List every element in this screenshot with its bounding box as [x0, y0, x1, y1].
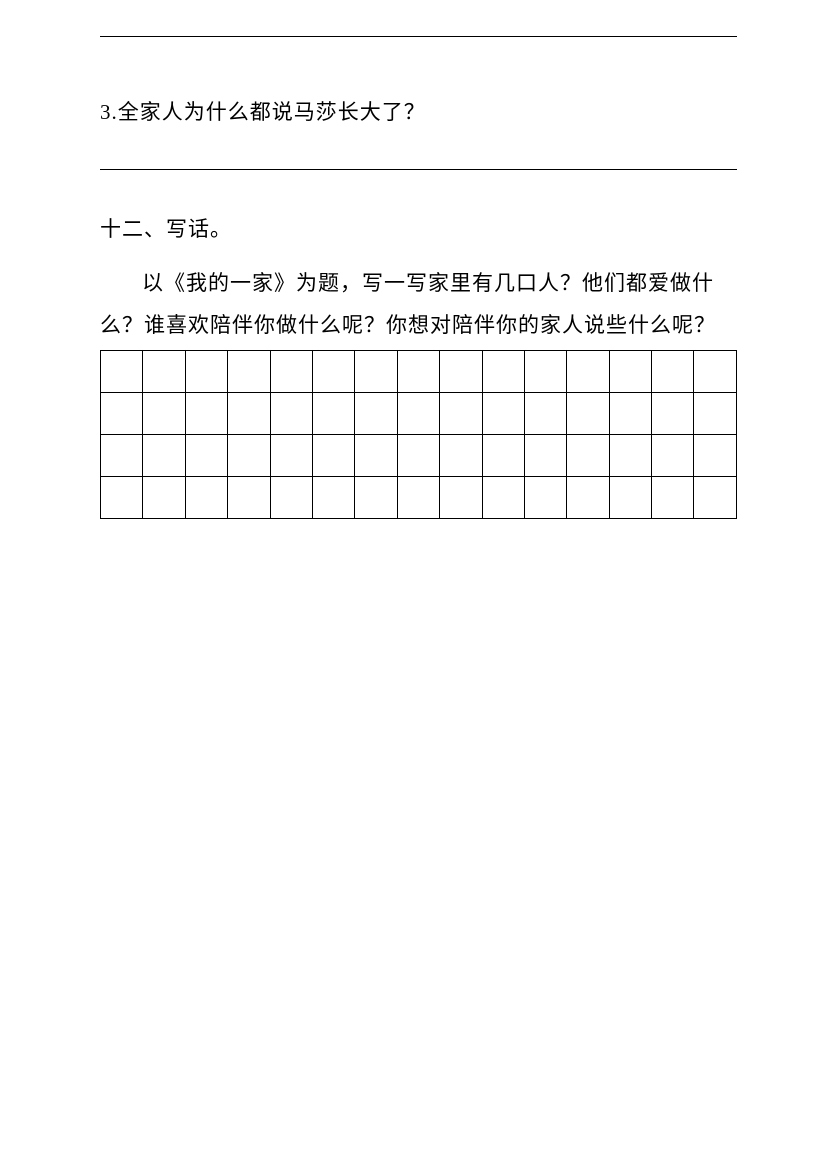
writing-grid[interactable]	[100, 350, 737, 519]
writing-cell[interactable]	[440, 476, 482, 518]
writing-cell[interactable]	[482, 476, 524, 518]
writing-cell[interactable]	[524, 476, 566, 518]
writing-cell[interactable]	[228, 350, 270, 392]
writing-cell[interactable]	[694, 392, 737, 434]
writing-cell[interactable]	[652, 476, 694, 518]
writing-cell[interactable]	[652, 434, 694, 476]
writing-cell[interactable]	[355, 350, 397, 392]
writing-cell[interactable]	[228, 476, 270, 518]
writing-cell[interactable]	[397, 434, 439, 476]
writing-cell[interactable]	[228, 434, 270, 476]
writing-cell[interactable]	[355, 476, 397, 518]
writing-cell[interactable]	[270, 350, 312, 392]
writing-cell[interactable]	[652, 392, 694, 434]
writing-cell[interactable]	[397, 350, 439, 392]
writing-cell[interactable]	[440, 434, 482, 476]
worksheet-page: 3.全家人为什么都说马莎长大了？ 十二、写话。 以《我的一家》为题，写一写家里有…	[0, 0, 837, 1160]
writing-cell[interactable]	[101, 392, 143, 434]
section-12-prompt: 以《我的一家》为题，写一写家里有几口人？他们都爱做什么？谁喜欢陪伴你做什么呢？你…	[100, 262, 737, 346]
writing-cell[interactable]	[609, 476, 651, 518]
writing-cell[interactable]	[312, 476, 354, 518]
writing-cell[interactable]	[312, 434, 354, 476]
writing-cell[interactable]	[609, 350, 651, 392]
writing-cell[interactable]	[440, 350, 482, 392]
writing-cell[interactable]	[101, 350, 143, 392]
writing-cell[interactable]	[312, 350, 354, 392]
writing-cell[interactable]	[567, 434, 609, 476]
writing-cell[interactable]	[694, 476, 737, 518]
writing-cell[interactable]	[143, 392, 185, 434]
writing-cell[interactable]	[694, 350, 737, 392]
writing-cell[interactable]	[228, 392, 270, 434]
writing-cell[interactable]	[143, 434, 185, 476]
writing-cell[interactable]	[524, 434, 566, 476]
writing-cell[interactable]	[312, 392, 354, 434]
top-rule	[100, 36, 737, 37]
writing-cell[interactable]	[185, 434, 227, 476]
writing-cell[interactable]	[355, 392, 397, 434]
section-12-heading: 十二、写话。	[100, 210, 737, 250]
writing-cell[interactable]	[482, 392, 524, 434]
writing-cell[interactable]	[143, 350, 185, 392]
writing-cell[interactable]	[101, 476, 143, 518]
writing-cell[interactable]	[524, 392, 566, 434]
writing-cell[interactable]	[185, 392, 227, 434]
writing-cell[interactable]	[482, 434, 524, 476]
answer-line-q3[interactable]	[100, 169, 737, 170]
writing-cell[interactable]	[609, 392, 651, 434]
writing-cell[interactable]	[524, 350, 566, 392]
writing-cell[interactable]	[270, 434, 312, 476]
writing-cell[interactable]	[185, 476, 227, 518]
writing-cell[interactable]	[567, 350, 609, 392]
writing-cell[interactable]	[355, 434, 397, 476]
writing-cell[interactable]	[609, 434, 651, 476]
writing-cell[interactable]	[440, 392, 482, 434]
writing-cell[interactable]	[652, 350, 694, 392]
writing-cell[interactable]	[270, 476, 312, 518]
writing-cell[interactable]	[567, 476, 609, 518]
writing-cell[interactable]	[397, 392, 439, 434]
question-3-text: 3.全家人为什么都说马莎长大了？	[100, 93, 737, 133]
writing-cell[interactable]	[397, 476, 439, 518]
writing-cell[interactable]	[270, 392, 312, 434]
writing-cell[interactable]	[567, 392, 609, 434]
writing-cell[interactable]	[101, 434, 143, 476]
writing-cell[interactable]	[694, 434, 737, 476]
writing-cell[interactable]	[482, 350, 524, 392]
writing-cell[interactable]	[185, 350, 227, 392]
writing-cell[interactable]	[143, 476, 185, 518]
